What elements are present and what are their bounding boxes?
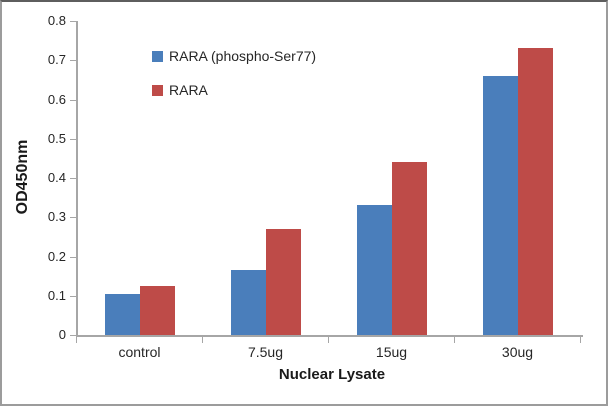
y-tick-mark — [70, 138, 76, 140]
y-tick-mark — [70, 217, 76, 219]
legend-swatch-icon — [152, 84, 163, 96]
legend-item: RARA (phospho-Ser77) — [152, 48, 316, 64]
y-tick-mark — [70, 256, 76, 258]
y-tick-label: 0.2 — [47, 248, 66, 264]
y-tick-label: 0.5 — [47, 130, 66, 146]
x-category-label: 7.5ug — [247, 344, 284, 360]
y-tick-label: 0.6 — [47, 91, 66, 107]
x-axis-line — [76, 335, 583, 337]
y-tick-label: 0.8 — [47, 13, 66, 28]
bar-series1-15ug — [356, 205, 392, 335]
y-tick-mark — [70, 99, 76, 101]
x-axis-title: Nuclear Lysate — [278, 366, 386, 383]
y-tick-label: 0.7 — [47, 52, 66, 68]
bar-series1-30ug — [482, 76, 518, 335]
y-tick-label: 0.4 — [47, 170, 66, 185]
bar-series2-30ug — [517, 48, 553, 335]
legend-label: RARA (phospho-Ser77) — [169, 48, 317, 64]
bar-series1-control — [104, 294, 140, 335]
bar-series1-7.5ug — [230, 270, 266, 335]
legend: RARA (phospho-Ser77) RARA — [152, 48, 316, 98]
y-tick-mark — [70, 178, 76, 179]
y-tick-label: 0.3 — [47, 209, 66, 225]
legend-swatch-icon — [152, 50, 163, 62]
x-tick-mark — [454, 337, 455, 343]
x-category-label: 15ug — [375, 344, 408, 360]
bar-series2-15ug — [391, 162, 427, 335]
y-tick-mark — [70, 335, 76, 336]
x-tick-mark — [328, 337, 329, 343]
x-tick-mark — [76, 337, 77, 343]
x-tick-mark — [202, 337, 203, 343]
y-tick-label: 0.1 — [47, 287, 66, 303]
legend-item: RARA — [152, 82, 316, 98]
y-tick-mark — [70, 60, 76, 62]
y-tick-mark — [70, 295, 76, 297]
bar-series2-control — [139, 286, 175, 335]
legend-label: RARA — [169, 82, 208, 98]
y-axis-line — [76, 21, 78, 337]
x-category-label: 30ug — [501, 344, 534, 360]
y-tick-mark — [70, 21, 76, 22]
y-axis-title: OD450nm — [14, 139, 31, 215]
x-tick-mark — [580, 337, 581, 343]
y-tick-label: 0 — [58, 327, 66, 342]
x-category-label: control — [118, 344, 161, 360]
bar-series2-7.5ug — [265, 229, 301, 335]
